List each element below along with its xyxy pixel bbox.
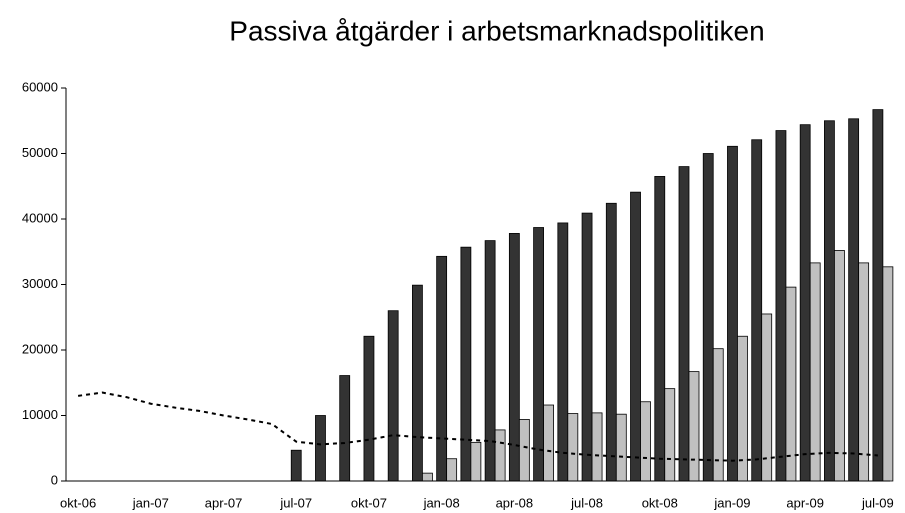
bar <box>422 472 433 482</box>
bar <box>654 176 666 482</box>
bar <box>363 335 375 482</box>
bar <box>412 284 423 482</box>
bar <box>339 375 351 482</box>
bar <box>605 202 617 482</box>
bar <box>436 255 448 482</box>
bar <box>460 246 472 482</box>
bar <box>872 109 884 482</box>
bar <box>727 145 738 482</box>
x-tick-label: jan-09 <box>713 495 750 510</box>
x-tick-label: okt-06 <box>60 495 96 510</box>
bar <box>533 227 544 482</box>
y-tick-label: 50000 <box>22 145 58 160</box>
bar <box>858 262 870 482</box>
bar <box>494 429 506 482</box>
y-tick-label: 60000 <box>22 79 58 94</box>
bar <box>785 286 797 482</box>
bar <box>848 118 860 482</box>
bar <box>809 262 821 482</box>
bar <box>518 419 530 482</box>
bar <box>702 153 714 482</box>
x-tick-label: okt-07 <box>351 495 387 510</box>
bar <box>688 371 700 482</box>
y-tick-label: 0 <box>51 472 58 487</box>
bar <box>290 449 302 482</box>
bar <box>640 401 651 482</box>
bar <box>446 458 458 482</box>
x-tick-label: jul-07 <box>279 495 312 510</box>
bar <box>470 441 482 482</box>
bar <box>678 166 690 482</box>
bar <box>567 413 579 482</box>
bar <box>387 310 399 482</box>
x-tick-label: jul-09 <box>861 495 894 510</box>
chart-title: Passiva åtgärder i arbetsmarknadspolitik… <box>229 15 764 46</box>
bar <box>543 404 554 482</box>
bar <box>751 139 763 482</box>
bar <box>761 313 773 482</box>
bar <box>315 415 326 482</box>
y-tick-label: 20000 <box>22 341 58 356</box>
y-tick-label: 40000 <box>22 210 58 225</box>
y-tick-label: 10000 <box>22 407 58 422</box>
bar <box>615 413 627 482</box>
bar <box>484 240 496 482</box>
bar <box>775 130 787 482</box>
bar <box>581 212 593 482</box>
bar <box>799 124 811 482</box>
x-tick-label: okt-08 <box>642 495 678 510</box>
x-tick-label: apr-09 <box>786 495 824 510</box>
x-tick-label: jan-07 <box>132 495 169 510</box>
bar <box>591 412 603 482</box>
bar <box>630 191 641 482</box>
x-tick-label: apr-08 <box>496 495 534 510</box>
y-tick-label: 30000 <box>22 276 58 291</box>
bar <box>557 222 569 482</box>
bar <box>664 388 676 482</box>
bar <box>834 250 845 482</box>
bar <box>824 120 835 482</box>
line <box>77 391 878 462</box>
x-tick-label: jan-08 <box>423 495 460 510</box>
bar <box>882 266 894 482</box>
x-tick-label: jul-08 <box>570 495 603 510</box>
x-tick-label: apr-07 <box>205 495 243 510</box>
